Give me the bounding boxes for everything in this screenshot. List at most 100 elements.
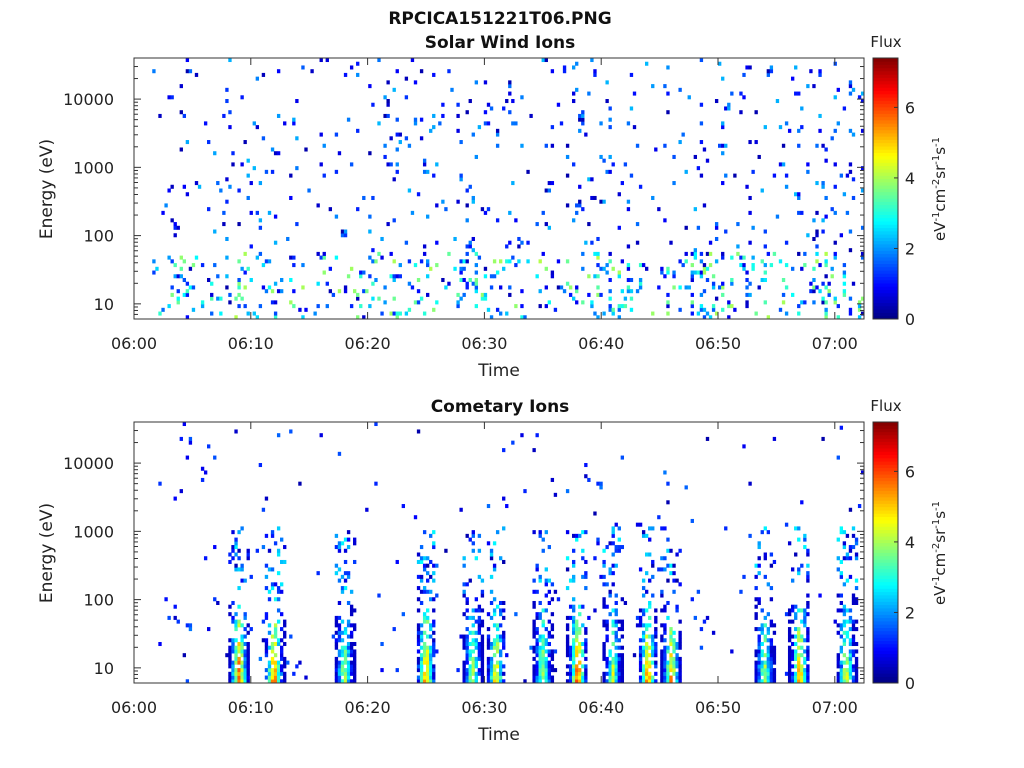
flux-cell — [234, 623, 238, 628]
flux-cell — [398, 311, 402, 316]
flux-cell — [228, 664, 232, 669]
flux-cell — [778, 162, 783, 167]
colorbar-band — [873, 461, 898, 465]
flux-cell — [645, 571, 649, 576]
flux-cell — [419, 69, 424, 74]
flux-cell — [599, 292, 603, 297]
flux-cell — [547, 619, 552, 624]
flux-cell — [605, 664, 609, 669]
flux-cell — [553, 649, 558, 654]
flux-cell — [772, 660, 777, 665]
flux-cell — [617, 671, 621, 676]
flux-cell — [578, 612, 582, 617]
flux-cell — [781, 143, 786, 148]
flux-cell — [213, 151, 217, 156]
flux-cell — [669, 548, 673, 553]
flux-cell — [791, 619, 795, 624]
flux-cell — [480, 638, 485, 643]
flux-cell — [587, 91, 591, 96]
flux-cell — [182, 277, 187, 283]
flux-cell — [334, 169, 339, 174]
flux-cell — [234, 671, 238, 676]
flux-cell — [179, 436, 183, 441]
flux-cell — [547, 634, 552, 639]
flux-cell — [842, 619, 847, 624]
flux-cell — [821, 300, 825, 305]
flux-cell — [702, 263, 707, 268]
flux-cell — [824, 251, 828, 256]
flux-cell — [839, 425, 844, 430]
flux-cell — [225, 99, 229, 104]
flux-cell — [575, 634, 579, 639]
flux-cell — [651, 563, 655, 568]
flux-cell — [432, 545, 436, 550]
flux-cell — [769, 586, 774, 591]
flux-cell — [426, 671, 430, 676]
flux-cell — [605, 656, 609, 661]
colorbar-band — [873, 467, 898, 472]
flux-cell — [784, 522, 789, 527]
flux-cell — [794, 65, 798, 70]
flux-cell — [550, 477, 555, 482]
plot-frame — [133, 57, 865, 320]
flux-cell — [210, 311, 214, 316]
flux-cell — [584, 656, 588, 661]
flux-cell — [766, 649, 771, 654]
flux-cell — [340, 574, 345, 579]
flux-cell — [565, 641, 570, 647]
flux-cell — [757, 645, 761, 650]
flux-cell — [806, 675, 810, 680]
flux-cell — [231, 679, 235, 684]
flux-cell — [343, 571, 348, 576]
flux-cell — [760, 188, 764, 193]
flux-cell — [273, 623, 278, 628]
flux-cell — [465, 675, 469, 680]
flux-cell — [389, 251, 393, 256]
flux-cell — [660, 679, 664, 684]
flux-cell — [547, 630, 552, 635]
flux-cell — [416, 649, 421, 654]
flux-cell — [276, 619, 281, 624]
flux-cell — [276, 289, 281, 294]
flux-cell — [699, 173, 704, 178]
flux-cell — [331, 292, 336, 297]
flux-cell — [343, 671, 348, 676]
flux-cell — [337, 634, 342, 639]
flux-cell — [572, 578, 576, 583]
flux-cell — [836, 608, 840, 613]
flux-cell — [441, 113, 445, 118]
flux-cell — [392, 177, 396, 182]
flux-cell — [228, 656, 232, 661]
flux-cell — [495, 671, 500, 676]
flux-cell — [505, 504, 509, 509]
flux-cell — [456, 128, 460, 133]
flux-cell — [474, 285, 479, 290]
flux-cell — [377, 296, 381, 301]
flux-cell — [353, 679, 357, 684]
flux-cell — [660, 593, 664, 598]
flux-cell — [663, 668, 667, 673]
flux-cell — [575, 653, 579, 658]
flux-cell — [444, 285, 448, 290]
flux-cell — [544, 649, 548, 654]
flux-cell — [629, 173, 634, 178]
flux-cell — [499, 600, 503, 605]
flux-cell — [243, 615, 247, 620]
flux-cell — [495, 307, 500, 312]
flux-cell — [298, 660, 302, 665]
flux-cell — [541, 619, 545, 624]
flux-cell — [645, 668, 649, 673]
flux-cell — [465, 259, 469, 264]
flux-cell — [499, 671, 503, 676]
flux-cell — [395, 311, 399, 316]
flux-cell — [203, 121, 208, 126]
flux-cell — [818, 113, 822, 118]
flux-cell — [276, 641, 281, 647]
flux-cell — [669, 664, 673, 669]
flux-cell — [283, 660, 287, 665]
flux-cell — [766, 671, 771, 676]
flux-cell — [441, 102, 445, 107]
flux-cell — [541, 608, 545, 613]
flux-cell — [234, 656, 238, 661]
flux-cell — [836, 455, 840, 460]
